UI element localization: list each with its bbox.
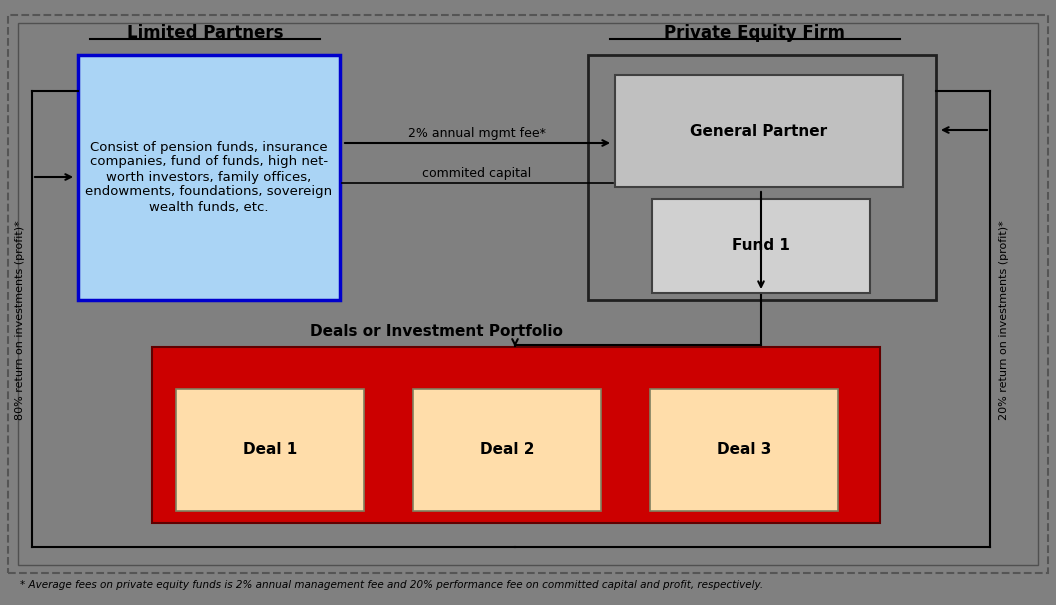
Text: Consist of pension funds, insurance
companies, fund of funds, high net-
worth in: Consist of pension funds, insurance comp…	[86, 140, 333, 214]
FancyBboxPatch shape	[652, 199, 870, 293]
Text: Deals or Investment Portfolio: Deals or Investment Portfolio	[310, 324, 563, 339]
FancyBboxPatch shape	[152, 347, 880, 523]
FancyBboxPatch shape	[78, 55, 340, 300]
Text: Limited Partners: Limited Partners	[127, 24, 283, 42]
Text: Deal 3: Deal 3	[717, 442, 771, 457]
FancyBboxPatch shape	[615, 75, 903, 187]
FancyBboxPatch shape	[650, 389, 838, 511]
Text: General Partner: General Partner	[691, 123, 828, 139]
FancyBboxPatch shape	[176, 389, 364, 511]
Text: Deal 1: Deal 1	[243, 442, 297, 457]
Text: Private Equity Firm: Private Equity Firm	[664, 24, 846, 42]
Text: Deal 2: Deal 2	[479, 442, 534, 457]
Text: 20% return on investments (profit)*: 20% return on investments (profit)*	[999, 220, 1008, 420]
Text: commited capital: commited capital	[422, 167, 531, 180]
Text: * Average fees on private equity funds is 2% annual management fee and 20% perfo: * Average fees on private equity funds i…	[20, 580, 763, 590]
Text: Fund 1: Fund 1	[732, 238, 790, 253]
Text: 2% annual mgmt fee*: 2% annual mgmt fee*	[408, 127, 546, 140]
FancyBboxPatch shape	[413, 389, 601, 511]
FancyBboxPatch shape	[588, 55, 936, 300]
FancyBboxPatch shape	[18, 23, 1038, 565]
Text: 80% return on investments (profit)*: 80% return on investments (profit)*	[15, 220, 25, 420]
